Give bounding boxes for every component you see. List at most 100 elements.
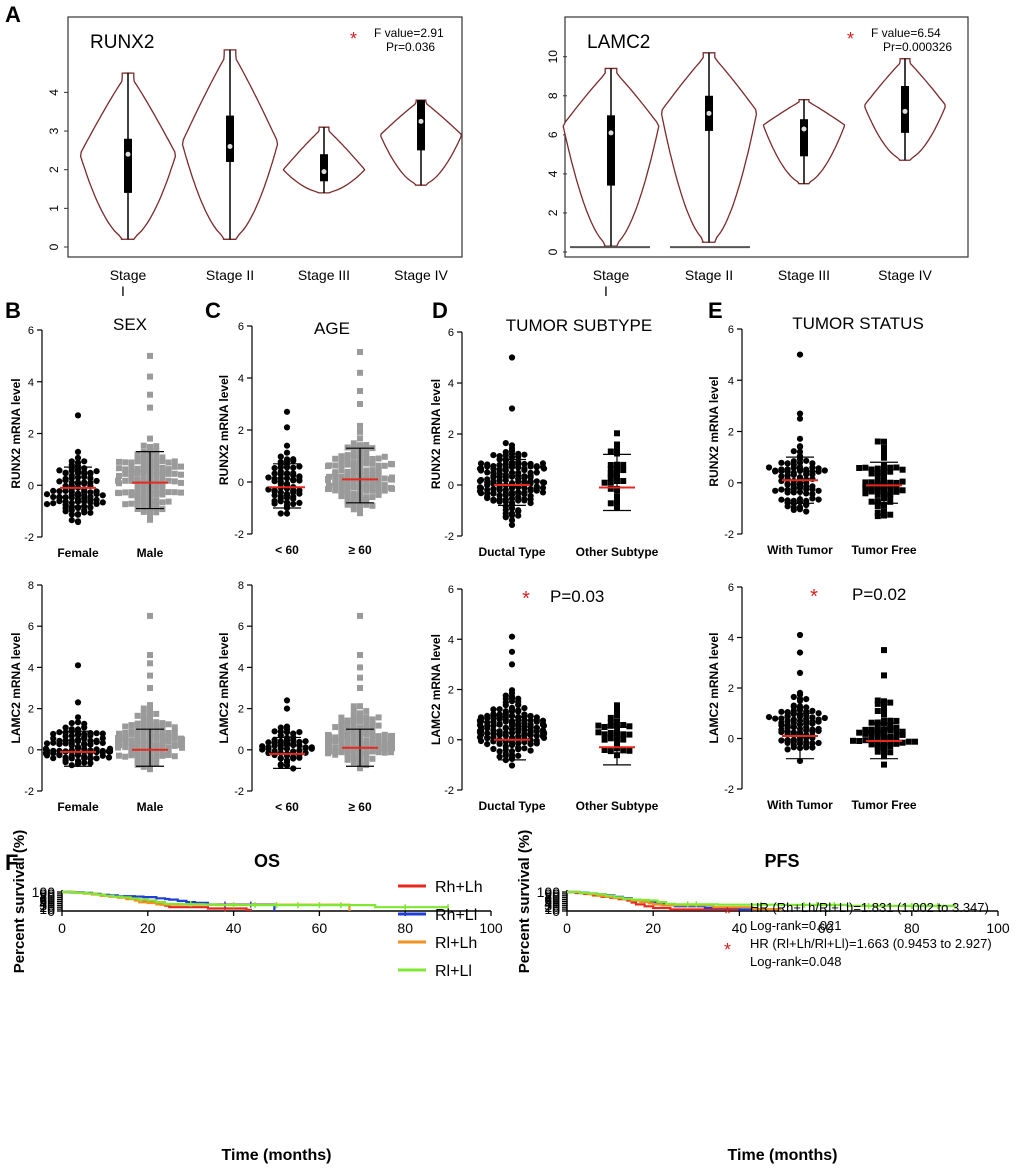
data-point xyxy=(887,486,894,493)
data-point xyxy=(369,755,376,762)
data-point xyxy=(265,744,272,751)
data-point xyxy=(290,489,297,496)
y-tick-label: 2 xyxy=(546,209,560,216)
y-tick-label: -2 xyxy=(724,784,734,796)
data-point xyxy=(178,479,184,486)
data-point xyxy=(50,750,57,757)
data-point xyxy=(874,719,881,726)
y-tick-label: 4 xyxy=(47,89,61,96)
data-point xyxy=(899,478,906,485)
data-point xyxy=(881,672,887,679)
x-category-label: Other Subtype xyxy=(576,799,659,813)
data-point xyxy=(74,719,82,726)
data-point xyxy=(601,736,608,743)
data-point xyxy=(363,758,370,765)
data-point xyxy=(165,477,172,484)
data-point xyxy=(502,750,509,757)
y-tick-label: 6 xyxy=(728,324,734,336)
violin-median xyxy=(706,110,712,116)
data-point xyxy=(265,739,272,746)
data-point xyxy=(508,521,516,529)
data-point xyxy=(115,489,121,496)
data-point xyxy=(508,762,516,769)
data-point xyxy=(527,460,534,468)
violin-median xyxy=(125,151,131,157)
data-point xyxy=(87,504,94,511)
data-point xyxy=(778,473,785,480)
data-point xyxy=(862,464,869,471)
y-tick-label: 8 xyxy=(238,580,244,592)
data-point xyxy=(363,762,370,769)
data-point xyxy=(809,726,816,733)
data-point xyxy=(357,442,363,449)
x-category-label: Stage III xyxy=(298,267,350,283)
data-point xyxy=(375,485,382,492)
data-point xyxy=(790,489,797,496)
data-point xyxy=(159,729,166,736)
data-point xyxy=(772,467,779,474)
data-point xyxy=(296,729,303,736)
violin-median xyxy=(227,144,233,149)
data-point xyxy=(159,737,166,744)
y-tick-label: -2 xyxy=(724,529,734,541)
data-point xyxy=(116,458,122,465)
data-point xyxy=(178,471,184,478)
data-point xyxy=(128,737,135,744)
data-point xyxy=(490,463,497,470)
data-point xyxy=(381,482,388,489)
data-point xyxy=(527,500,534,507)
data-point xyxy=(122,459,129,466)
data-point xyxy=(502,498,509,505)
violin-iqr-box xyxy=(124,138,132,193)
y-tick-label: 40 xyxy=(544,895,560,911)
data-point xyxy=(122,489,129,496)
data-point xyxy=(539,489,547,496)
data-point xyxy=(134,465,141,472)
data-point xyxy=(375,491,382,498)
x-category-label: Stage xyxy=(110,267,147,283)
y-tick-label: 4 xyxy=(546,170,560,177)
data-point xyxy=(765,714,773,721)
data-point xyxy=(93,737,100,744)
data-point xyxy=(778,496,785,503)
data-point xyxy=(381,731,388,738)
data-point xyxy=(283,449,291,456)
y-tick-label: 10 xyxy=(39,901,55,917)
legend-label: Rl+Lh xyxy=(435,935,477,952)
data-point xyxy=(159,748,166,755)
data-point xyxy=(540,465,548,472)
legend-label: Rl+Ll xyxy=(435,963,472,980)
data-point xyxy=(375,462,382,469)
data-point xyxy=(533,487,540,494)
stat-line: F value=2.91 xyxy=(374,26,444,40)
x-category-label: < 60 xyxy=(275,543,299,557)
data-point xyxy=(887,511,894,518)
data-point xyxy=(527,469,534,476)
y-tick-label: 40 xyxy=(39,895,55,911)
data-point xyxy=(850,737,856,744)
data-point xyxy=(363,459,370,465)
data-point xyxy=(809,718,816,725)
data-point xyxy=(128,477,135,484)
data-point xyxy=(357,716,363,723)
data-point xyxy=(614,450,620,457)
data-point xyxy=(607,485,614,492)
data-point xyxy=(874,708,881,714)
data-point xyxy=(357,685,363,691)
data-point xyxy=(389,461,395,468)
data-point xyxy=(140,442,147,449)
data-point xyxy=(265,474,272,481)
y-tick-label: 1 xyxy=(47,205,61,212)
data-point xyxy=(140,738,147,745)
data-point xyxy=(369,502,376,509)
chart-title: OS xyxy=(254,851,280,871)
data-point xyxy=(533,740,540,747)
data-point xyxy=(99,492,106,499)
data-point xyxy=(363,472,370,479)
data-point xyxy=(56,478,63,485)
data-point xyxy=(868,498,875,505)
data-point xyxy=(296,490,303,497)
data-point xyxy=(476,488,484,495)
